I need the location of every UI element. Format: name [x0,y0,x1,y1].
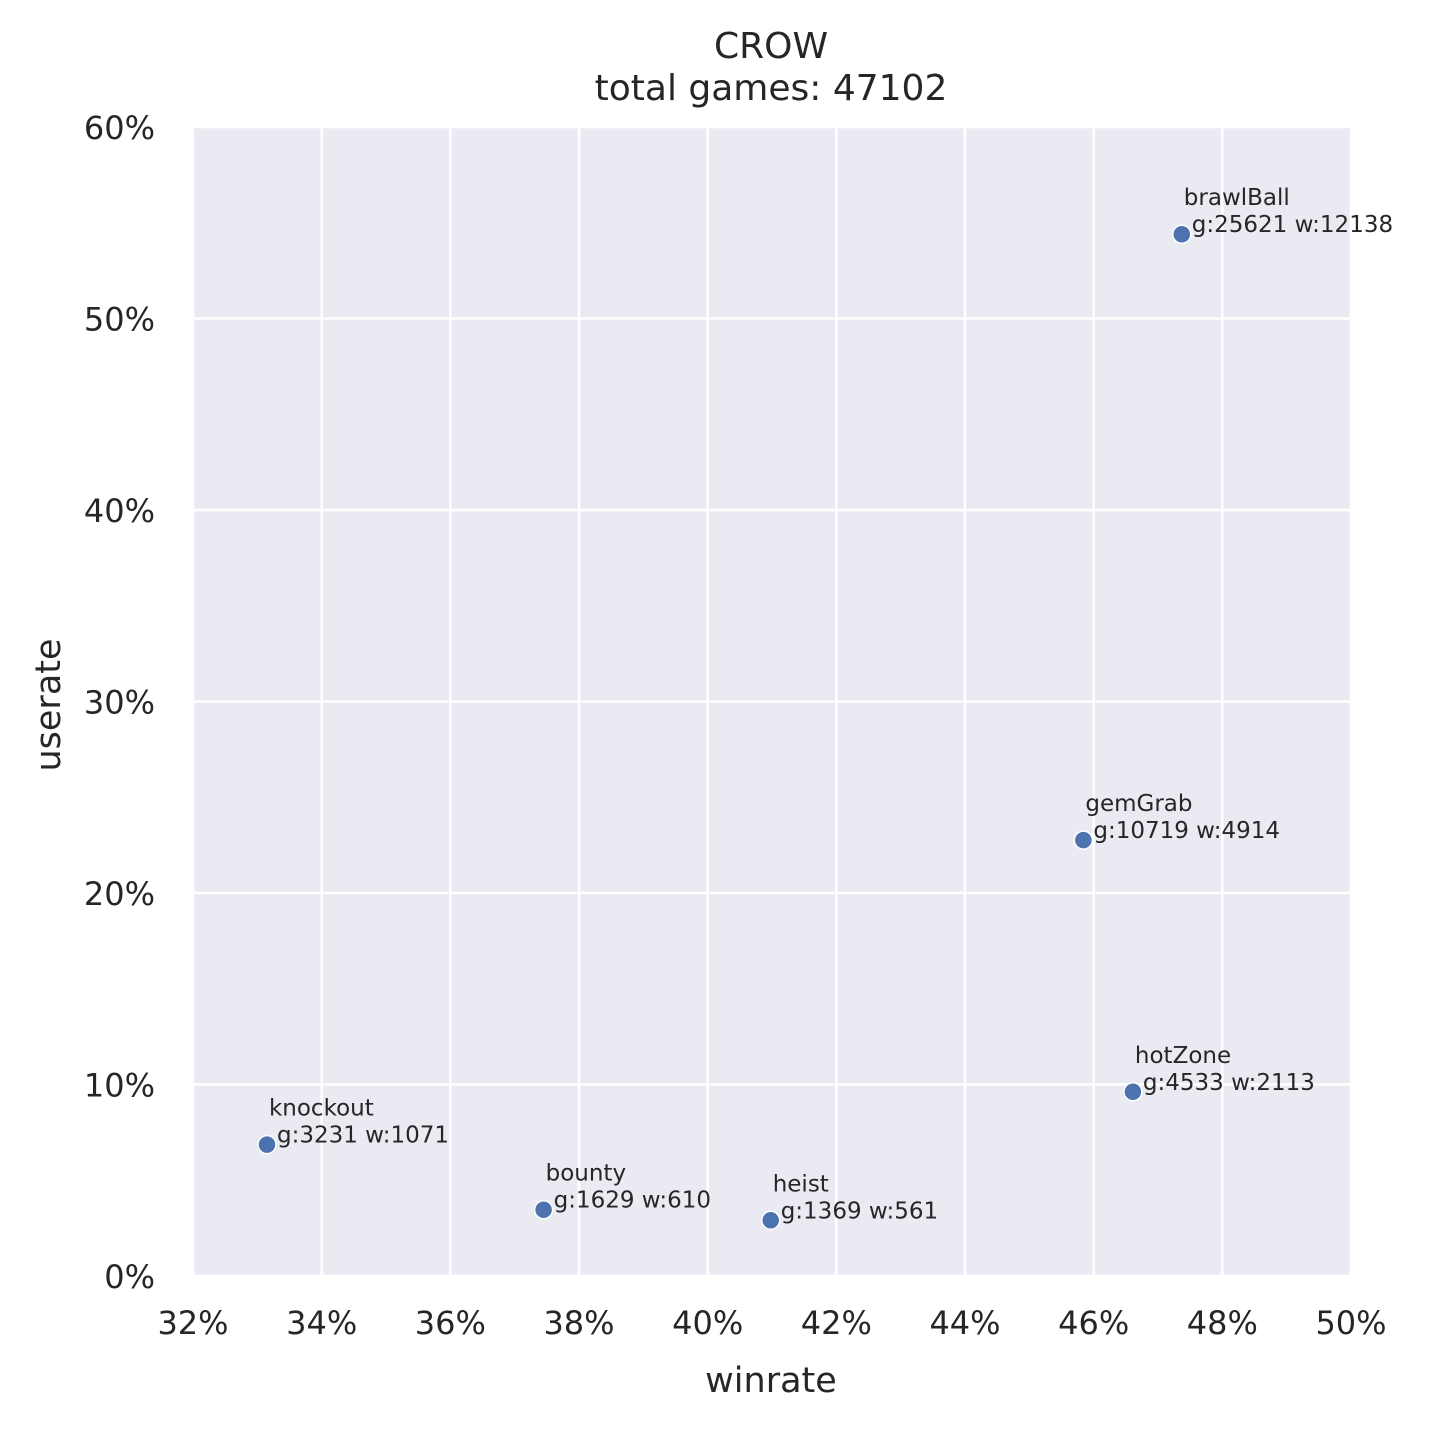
point-stats-label: g:3231 w:1071 [277,1123,449,1149]
data-point-bounty [533,1199,554,1220]
x-tick-label: 48% [1187,1304,1258,1342]
data-point-gemGrab [1073,830,1094,850]
x-tick-label: 34% [286,1304,357,1342]
chart-subtitle: total games: 47102 [595,68,948,109]
x-tick-label: 40% [672,1304,743,1342]
x-tick-label: 38% [543,1304,614,1342]
y-tick-label: 60% [84,109,155,147]
y-tick-label: 10% [84,1067,155,1105]
point-name-label: gemGrab [1085,791,1192,817]
x-tick-label: 44% [929,1304,1000,1342]
y-tick-label: 40% [84,492,155,530]
y-tick-label: 30% [84,684,155,722]
point-stats-label: g:1369 w:561 [781,1198,938,1224]
point-name-label: bounty [546,1161,626,1187]
x-tick-label: 32% [157,1304,228,1342]
x-tick-label: 46% [1058,1304,1129,1342]
point-name-label: hotZone [1135,1043,1231,1069]
point-stats-label: g:4533 w:2113 [1143,1070,1315,1096]
data-point-knockout [257,1134,277,1155]
x-tick-label: 36% [415,1304,486,1342]
data-point-brawlBall [1172,224,1192,244]
x-tick-label: 42% [801,1304,872,1342]
data-point-hotZone [1123,1082,1143,1102]
x-tick-labels: 32% 34% 36% 38% 40% 42% 44% 46% 48% 50% [157,1304,1386,1342]
point-stats-label: g:25621 w:12138 [1192,212,1393,238]
y-tick-labels: 0% 10% 20% 30% 40% 50% 60% [84,109,155,1296]
grid-lines [191,125,1353,1278]
point-name-label: brawlBall [1184,185,1290,211]
x-axis-label: winrate [705,1361,837,1401]
y-tick-label: 20% [84,875,155,913]
chart-title: CROW [714,26,828,67]
y-tick-label: 0% [104,1258,155,1296]
y-tick-label: 50% [84,301,155,339]
x-tick-label: 50% [1315,1304,1386,1342]
point-stats-label: g:1629 w:610 [554,1188,711,1214]
y-axis-label: userate [29,638,69,771]
data-point-heist [760,1210,781,1231]
point-stats-label: g:10719 w:4914 [1093,818,1280,844]
point-name-label: knockout [269,1096,374,1122]
point-name-label: heist [773,1171,829,1197]
